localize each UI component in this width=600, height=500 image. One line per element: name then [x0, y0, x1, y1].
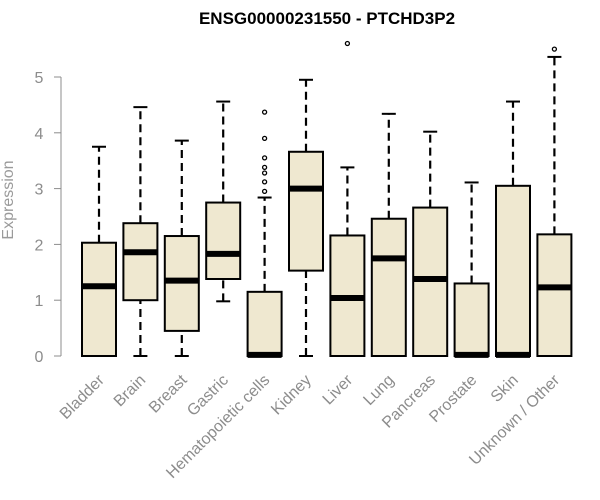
outlier-point	[344, 40, 351, 47]
outlier-point	[261, 164, 268, 171]
box-group	[246, 109, 283, 358]
outlier-point	[261, 188, 268, 195]
box-group	[122, 106, 159, 357]
x-tick-label: Bladder	[57, 371, 108, 422]
chart-title: ENSG00000231550 - PTCHD3P2	[199, 9, 455, 28]
outlier-point	[261, 170, 268, 176]
y-tick-label: 2	[35, 237, 44, 254]
y-tick-label: 5	[35, 70, 44, 87]
box-group	[329, 40, 366, 357]
y-axis: 0 1 2 3 4 5	[35, 70, 62, 366]
x-tick-label: Lung	[360, 372, 397, 409]
box-group	[453, 181, 490, 358]
y-axis-label: Expression	[0, 160, 17, 239]
x-tick-label: Brain	[111, 372, 149, 410]
box-group	[495, 100, 531, 358]
box-group	[370, 112, 407, 357]
box-group	[536, 46, 573, 357]
y-tick-label: 0	[35, 349, 44, 366]
x-tick-label: Liver	[320, 371, 357, 408]
y-tick-label: 1	[35, 293, 44, 310]
box-group	[81, 145, 117, 357]
iqr-box	[495, 184, 531, 357]
box-group	[412, 130, 449, 357]
outlier-point	[551, 46, 558, 52]
iqr-box	[205, 201, 242, 280]
outlier-point	[261, 179, 268, 185]
box-group	[288, 78, 324, 357]
x-tick-label: Skin	[488, 372, 522, 406]
outlier-point	[261, 109, 268, 115]
iqr-box	[536, 233, 573, 357]
iqr-box	[122, 222, 159, 302]
outlier-point	[261, 155, 268, 161]
plot-area	[81, 40, 573, 358]
iqr-box	[246, 290, 283, 357]
x-tick-label: Breast	[146, 371, 191, 416]
y-tick-label: 4	[35, 126, 44, 143]
iqr-box	[288, 150, 324, 272]
box-group	[205, 100, 242, 303]
outlier-point	[261, 135, 268, 142]
box-group	[163, 139, 200, 357]
iqr-box	[453, 282, 490, 357]
iqr-box	[81, 241, 117, 357]
x-tick-label: Kidney	[268, 372, 315, 419]
iqr-box	[370, 217, 407, 357]
y-tick-label: 3	[35, 182, 44, 199]
